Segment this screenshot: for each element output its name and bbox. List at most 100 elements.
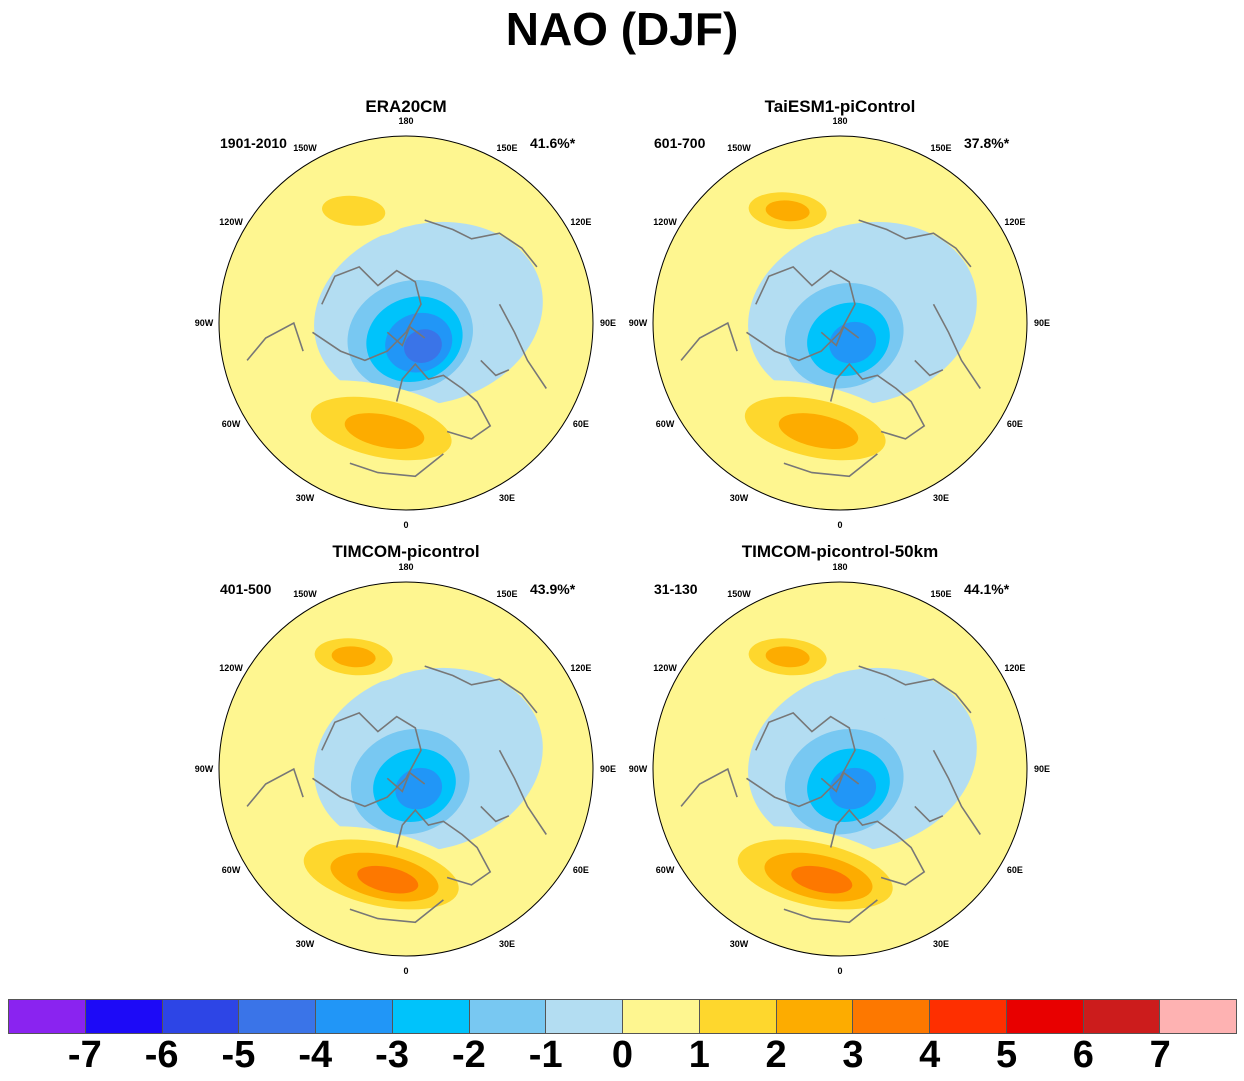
colorbar-tick-label: 0: [611, 1034, 634, 1076]
coastline: [312, 265, 422, 362]
colorbar-tick-label: 7: [1149, 1034, 1171, 1076]
colorbar-box: [853, 1000, 930, 1033]
coastline: [498, 303, 547, 389]
longitude-label: 90W: [628, 764, 648, 774]
longitude-label: 60W: [221, 419, 241, 429]
longitude-label: 150W: [293, 589, 317, 600]
colorbar-box: [546, 1000, 623, 1033]
longitude-label: 30W: [295, 492, 315, 503]
longitude-label: 150E: [930, 589, 952, 600]
colorbar-tick-label: -3: [375, 1034, 409, 1076]
longitude-label: 180: [832, 116, 848, 126]
panel-period: 401-500: [220, 581, 272, 597]
coastline: [312, 711, 422, 808]
longitude-label: 90E: [1033, 764, 1051, 774]
longitude-label: 0: [837, 520, 843, 530]
longitude-label: 30E: [932, 938, 950, 949]
coastline: [829, 362, 926, 440]
panel-title: TaiESM1-piControl: [764, 97, 916, 116]
colorbar-tick-label: -1: [528, 1034, 563, 1076]
longitude-label: 0: [403, 520, 409, 530]
longitude-label: 120W: [219, 663, 243, 673]
longitude-label: 60W: [655, 419, 675, 429]
pacific-high-level-3: [765, 200, 810, 222]
coastline: [746, 265, 856, 362]
atlantic-high-level-3: [344, 413, 425, 450]
longitude-label: 60W: [655, 865, 675, 875]
colorbar-box: [162, 1000, 240, 1033]
panel-variance-explained: 44.1%*: [964, 581, 1010, 597]
colorbar-tick-label: 5: [995, 1034, 1018, 1076]
coastline: [858, 665, 972, 714]
panel-variance-explained: 41.6%*: [530, 135, 576, 151]
colorbar-tick-label: 4: [919, 1034, 941, 1076]
longitude-label: 150W: [293, 143, 317, 154]
arctic-low-level--5: [403, 329, 442, 363]
colorbar-box: [930, 1000, 1007, 1033]
longitude-label: 60E: [1006, 419, 1023, 429]
longitude-label: 150E: [496, 143, 518, 154]
colorbar-box: [9, 1000, 86, 1033]
longitude-label: 30W: [295, 938, 315, 949]
coastline: [349, 453, 444, 478]
colorbar-box: [1006, 1000, 1084, 1033]
longitude-label: 90E: [599, 318, 617, 328]
longitude-label: 150W: [727, 589, 751, 600]
colorbar-tick-label: 6: [1072, 1034, 1094, 1076]
colorbar-box: [392, 1000, 470, 1033]
colorbar-box: [699, 1000, 777, 1033]
longitude-label: 150E: [930, 143, 952, 154]
coastline: [386, 325, 426, 347]
map-border: [652, 581, 1028, 957]
colorbar-tick-label: -7: [67, 1034, 102, 1076]
coastline: [498, 749, 547, 835]
colorbar-box: [1160, 1000, 1236, 1033]
coastline: [480, 805, 510, 823]
colorbar-box: [85, 1000, 163, 1033]
coastline: [914, 359, 944, 377]
longitude-label: 120E: [1004, 217, 1026, 227]
coastline: [349, 899, 444, 924]
coastline: [680, 321, 738, 361]
nao-map-2: [652, 135, 1028, 511]
colorbar-tick-label: 2: [765, 1034, 787, 1076]
longitude-label: 120E: [1004, 663, 1026, 673]
longitude-label: 90W: [628, 318, 648, 328]
longitude-label: 180: [398, 116, 414, 126]
panel-period: 31-130: [654, 581, 698, 597]
longitude-label: 120W: [653, 663, 677, 673]
longitude-label: 90W: [194, 764, 214, 774]
atlantic-high-level-4: [791, 865, 853, 894]
coastline: [395, 808, 492, 886]
colorbar-tick-label: 3: [842, 1034, 864, 1076]
nao-map-1: [218, 135, 594, 511]
longitude-label: 90W: [194, 318, 214, 328]
longitude-label: 60E: [572, 419, 589, 429]
pacific-high-level-2: [322, 195, 386, 226]
colorbar-box: [469, 1000, 547, 1033]
longitude-label: 120E: [570, 217, 592, 227]
colorbar-tick-label: -5: [221, 1034, 256, 1076]
coastline: [783, 453, 878, 478]
coastline: [914, 805, 944, 823]
longitude-label: 60W: [221, 865, 241, 875]
longitude-label: 180: [398, 562, 414, 572]
coastline: [424, 665, 538, 714]
longitude-label: 150E: [496, 589, 518, 600]
coastline: [246, 321, 304, 361]
coastline: [820, 771, 860, 793]
pacific-high-level-3: [331, 646, 376, 668]
panel-period: 601-700: [654, 135, 706, 151]
map-border: [652, 135, 1028, 511]
main-title: NAO (DJF): [505, 3, 739, 55]
panel-title: TIMCOM-picontrol-50km: [741, 542, 939, 561]
panel-variance-explained: 37.8%*: [964, 135, 1010, 151]
nao-map-4: [652, 581, 1028, 957]
longitude-label: 60E: [1006, 865, 1023, 875]
longitude-label: 0: [837, 966, 843, 976]
longitude-label: 120E: [570, 663, 592, 673]
panel-title: TIMCOM-picontrol: [332, 542, 480, 561]
longitude-label: 0: [403, 966, 409, 976]
coastline: [680, 767, 738, 807]
pacific-high-level-3: [765, 646, 810, 668]
